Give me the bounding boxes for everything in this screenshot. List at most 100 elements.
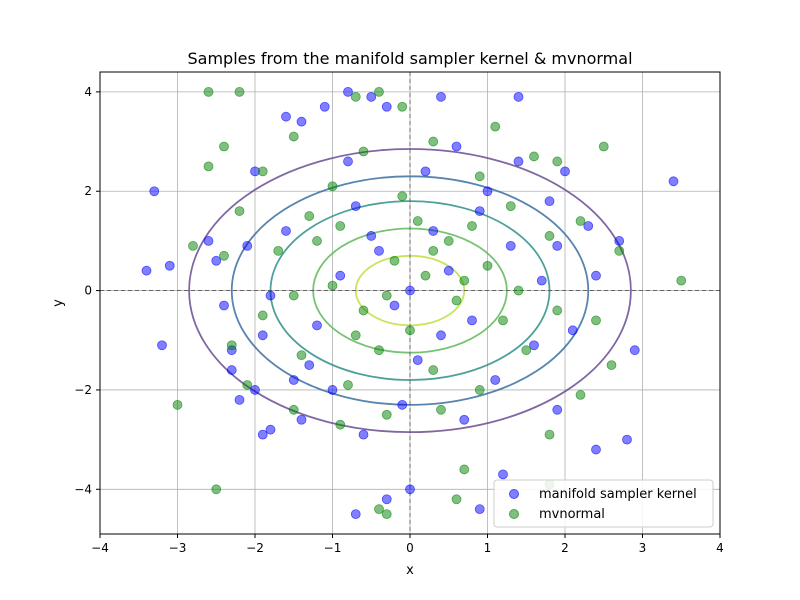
- data-point: [428, 365, 439, 375]
- data-point: [668, 176, 679, 187]
- y-axis-ticks: −4 −2 0 2 4: [74, 85, 100, 496]
- data-point: [552, 156, 563, 167]
- data-point: [234, 394, 245, 405]
- data-point: [343, 156, 353, 167]
- legend-box: [493, 479, 714, 528]
- data-point: [443, 236, 454, 246]
- data-point: [467, 221, 477, 231]
- data-point: [358, 305, 369, 316]
- data-point: [234, 206, 245, 216]
- y-tick-label: 0: [84, 284, 92, 298]
- data-point: [428, 226, 439, 236]
- data-point: [498, 315, 508, 326]
- data-point: [459, 464, 470, 475]
- data-point: [552, 305, 563, 316]
- data-point: [575, 216, 586, 226]
- data-point: [451, 295, 462, 306]
- data-point: [436, 91, 446, 102]
- data-point: [583, 221, 594, 231]
- data-point: [552, 404, 563, 415]
- data-point: [420, 270, 431, 281]
- data-point: [219, 250, 229, 261]
- data-point: [374, 86, 384, 97]
- data-point: [544, 196, 555, 207]
- data-point: [575, 390, 586, 400]
- data-point: [544, 231, 555, 241]
- data-point: [474, 504, 485, 515]
- data-point: [250, 385, 260, 395]
- data-point: [474, 206, 485, 216]
- data-point: [474, 385, 485, 395]
- data-point: [397, 101, 408, 112]
- data-point: [381, 509, 392, 520]
- chart-title: Samples from the manifold sampler kernel…: [187, 49, 632, 68]
- data-point: [265, 290, 276, 301]
- data-point: [474, 171, 485, 182]
- data-point: [257, 429, 268, 440]
- data-point: [467, 315, 477, 326]
- data-point: [428, 245, 439, 256]
- data-point: [529, 340, 539, 351]
- data-point: [172, 399, 183, 410]
- data-point: [141, 265, 152, 276]
- data-point: [257, 310, 268, 321]
- data-point: [490, 375, 501, 385]
- data-point: [389, 300, 400, 311]
- y-tick-label: −4: [74, 482, 92, 496]
- data-point: [234, 86, 245, 97]
- data-point: [412, 355, 423, 366]
- legend: manifold sampler kernel mvnormal: [493, 479, 714, 528]
- data-point: [350, 330, 361, 341]
- data-point: [257, 166, 268, 177]
- data-point: [397, 191, 408, 202]
- data-point: [513, 285, 524, 296]
- series-1: [172, 86, 687, 520]
- data-point: [257, 330, 268, 341]
- data-point: [312, 236, 322, 246]
- y-axis-label: y: [51, 299, 66, 307]
- data-point: [443, 265, 454, 276]
- data-point: [451, 494, 462, 505]
- data-point: [319, 101, 330, 112]
- data-point: [381, 101, 392, 112]
- data-point: [381, 494, 392, 505]
- data-point: [288, 131, 299, 142]
- data-point: [505, 201, 516, 212]
- data-point: [560, 166, 570, 177]
- y-tick-label: 2: [84, 184, 92, 198]
- data-point: [614, 236, 625, 246]
- data-point: [164, 260, 175, 271]
- x-tick-label: 1: [484, 541, 492, 555]
- data-point: [203, 161, 214, 172]
- data-point: [498, 469, 508, 480]
- data-point: [622, 434, 632, 445]
- legend-marker-manifold: [509, 489, 519, 499]
- data-point: [343, 86, 353, 97]
- data-point: [219, 300, 229, 311]
- data-point: [676, 275, 687, 286]
- data-point: [544, 429, 555, 440]
- data-point: [482, 186, 493, 197]
- data-point: [405, 484, 415, 495]
- data-point: [203, 236, 214, 246]
- x-tick-label: −3: [169, 541, 187, 555]
- data-point: [288, 375, 299, 385]
- data-point: [265, 424, 276, 435]
- data-point: [226, 365, 237, 375]
- x-tick-label: −1: [324, 541, 342, 555]
- data-point: [366, 91, 377, 102]
- data-point: [381, 409, 392, 420]
- data-point: [428, 136, 439, 147]
- data-point: [335, 221, 346, 231]
- data-point: [482, 260, 493, 271]
- x-tick-label: 0: [406, 541, 414, 555]
- legend-label-mvnormal: mvnormal: [539, 507, 605, 522]
- data-point: [381, 290, 392, 301]
- data-point: [211, 255, 222, 266]
- data-point: [242, 240, 253, 251]
- data-point: [281, 111, 291, 122]
- data-point: [188, 240, 198, 251]
- data-point: [335, 270, 346, 281]
- x-tick-label: −4: [91, 541, 109, 555]
